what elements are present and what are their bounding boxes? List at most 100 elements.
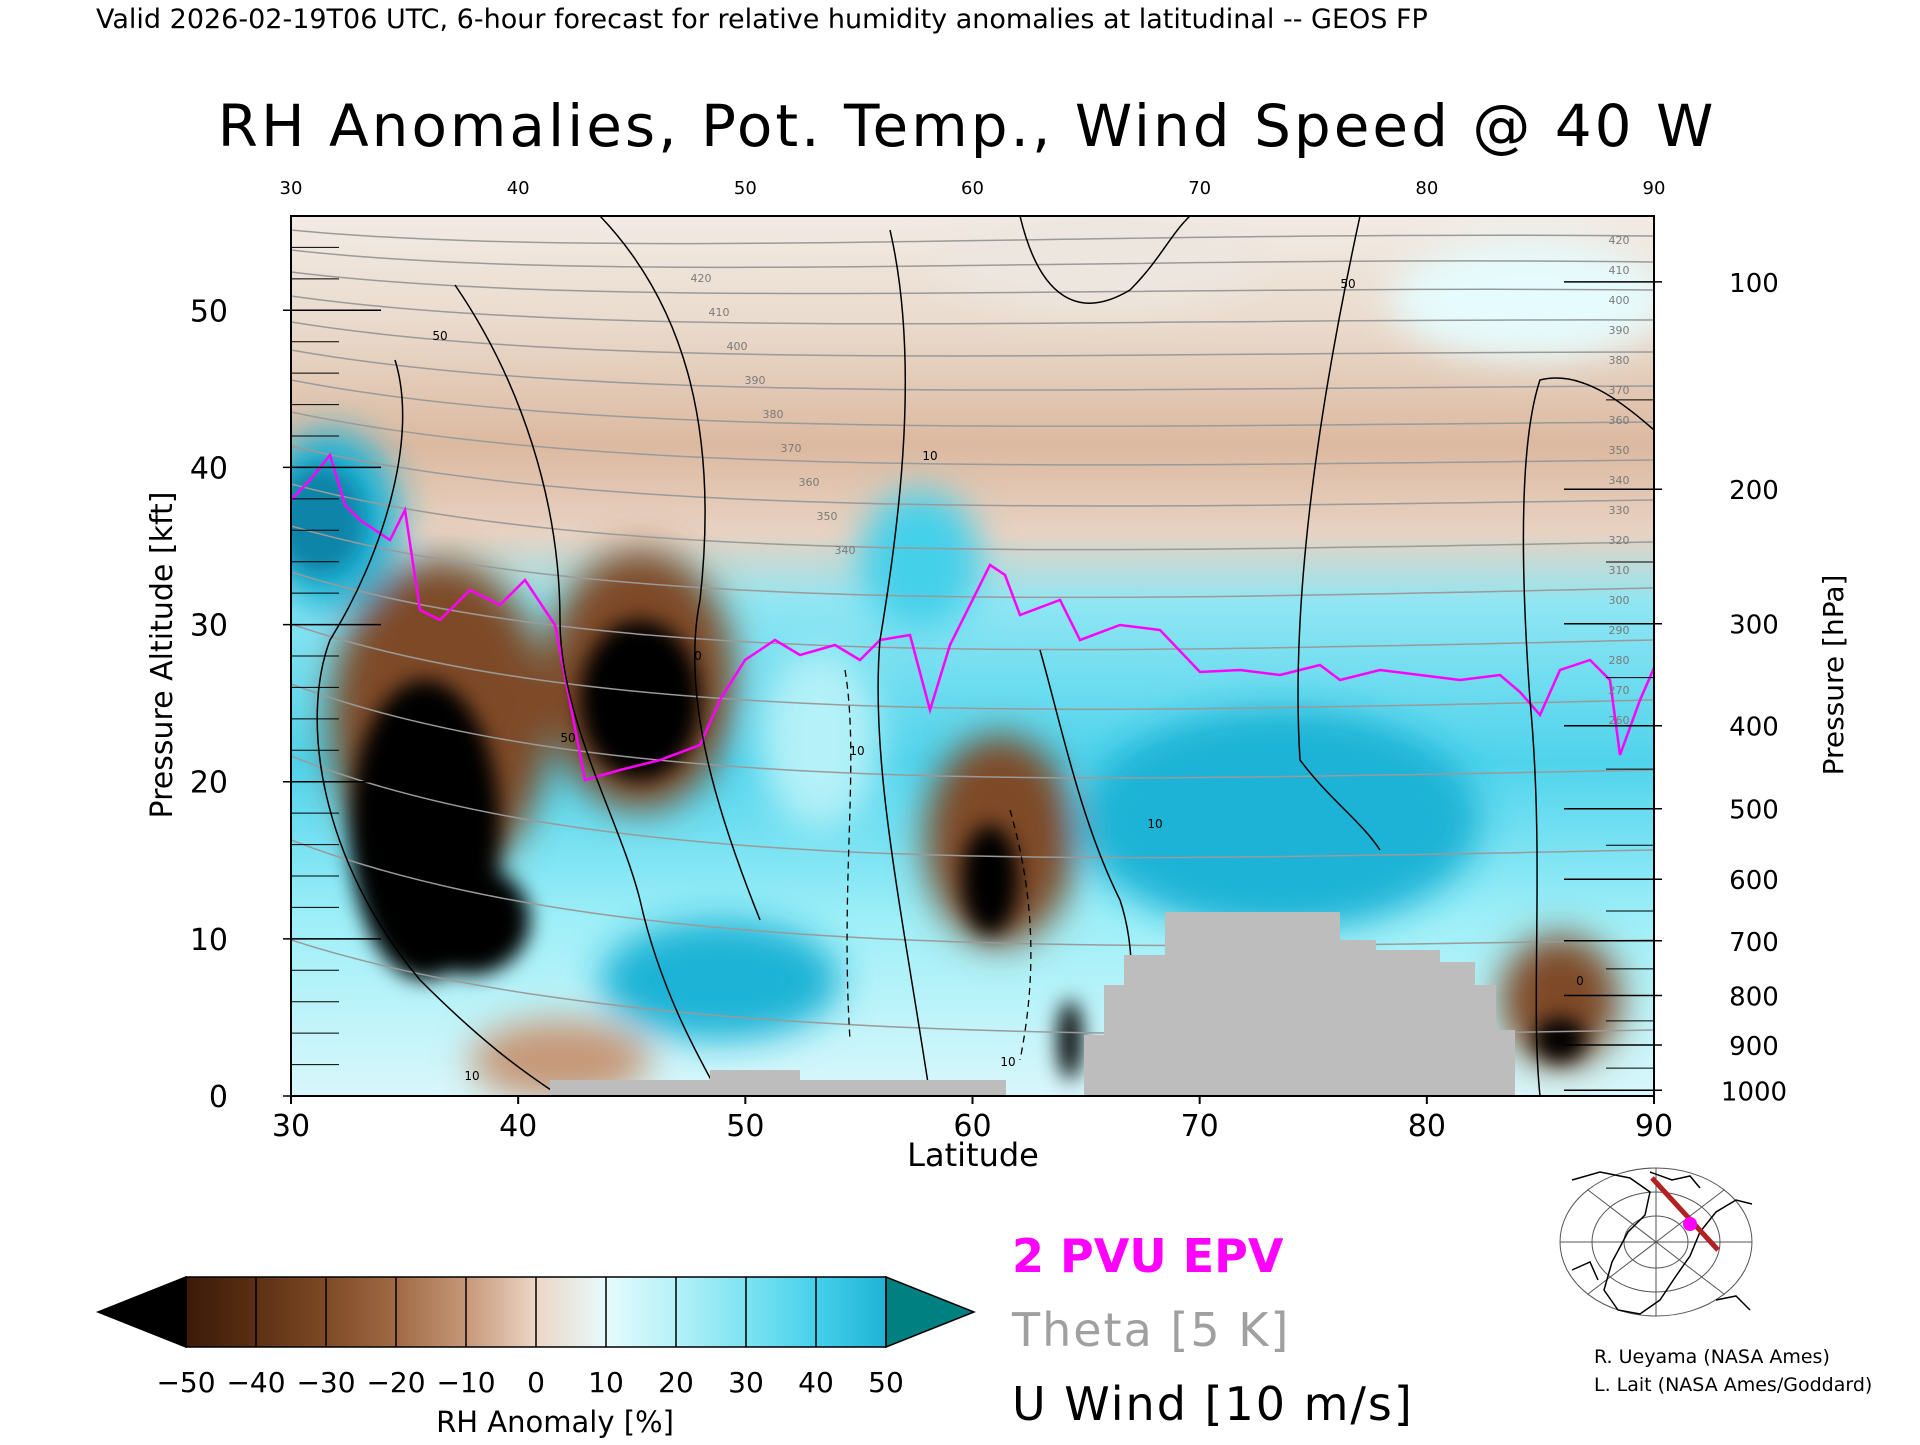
colorbar-segment: [536, 1277, 607, 1347]
credit-ueyama: R. Ueyama (NASA Ames): [1594, 1346, 1830, 1368]
rh-anomaly-blobs: [291, 216, 1654, 1096]
p-tick-label: 200: [1729, 476, 1779, 506]
x-top-tick-label: 50: [734, 178, 757, 199]
colorbar-segment: [256, 1277, 327, 1347]
epv-2pvu-contour: [291, 452, 1654, 782]
y-axis-left: 0 10 20 30 40 50: [190, 246, 381, 1115]
theta-label: 320: [1609, 534, 1630, 547]
y-tick-label: 20: [190, 766, 228, 801]
wind-label: 0: [694, 649, 702, 663]
legend-theta: Theta [5 K]: [1011, 1303, 1290, 1357]
p-tick-label: 900: [1729, 1032, 1779, 1062]
theta-label: 410: [1609, 264, 1630, 277]
colorbar-tick-label: −10: [436, 1366, 495, 1399]
colorbar-segment: [676, 1277, 747, 1347]
colorbar-tick-label: −30: [296, 1366, 355, 1399]
theta-label: 300: [1609, 594, 1630, 607]
p-tick-label: 400: [1729, 713, 1779, 743]
terrain-mask: [550, 912, 1515, 1096]
theta-label: 310: [1609, 564, 1630, 577]
legend-epv: 2 PVU EPV: [1012, 1229, 1284, 1283]
x-tick-label: 60: [953, 1109, 991, 1144]
wind-label: 50: [432, 329, 447, 343]
x-axis-label: Latitude: [907, 1136, 1039, 1174]
p-tick-label: 700: [1729, 928, 1779, 958]
theta-label: 340: [835, 544, 856, 557]
locator-map: [1557, 1166, 1755, 1318]
colorbar-label: RH Anomaly [%]: [436, 1405, 674, 1439]
p-tick-label: 1000: [1721, 1077, 1787, 1107]
negative-wind-contours: [844, 669, 1032, 1061]
colorbar: −50 −40 −30 −20 −10 0 10 20 30 40 50: [95, 1275, 977, 1399]
y-tick-label: 0: [209, 1080, 228, 1115]
colorbar-segment: [466, 1277, 537, 1347]
chart-title: RH Anomalies, Pot. Temp., Wind Speed @ 4…: [218, 92, 1717, 160]
x-top-tick-label: 40: [507, 178, 530, 199]
wind-label: 0: [1576, 974, 1584, 988]
theta-label: 390: [745, 374, 766, 387]
theta-label: 260: [1609, 714, 1630, 727]
theta-label: 380: [763, 408, 784, 421]
wind-label: 10: [849, 744, 864, 758]
wind-label: 50: [1340, 277, 1355, 291]
x-top-tick-label: 70: [1188, 178, 1211, 199]
colorbar-tick-label: 30: [728, 1366, 764, 1399]
colorbar-tick-label: −20: [366, 1366, 425, 1399]
colorbar-segment: [396, 1277, 467, 1347]
theta-label: 360: [1609, 414, 1630, 427]
wind-label: 50: [560, 731, 575, 745]
colorbar-tick-label: 0: [527, 1366, 545, 1399]
theta-label: 390: [1609, 324, 1630, 337]
map-graticule: [1559, 1167, 1753, 1317]
theta-label: 420: [1609, 234, 1630, 247]
colorbar-segment: [816, 1277, 887, 1347]
x-tick-label: 50: [726, 1109, 764, 1144]
theta-label: 360: [799, 476, 820, 489]
y-tick-label: 40: [190, 451, 228, 486]
colorbar-tick-label: 40: [798, 1366, 834, 1399]
theta-label: 380: [1609, 354, 1630, 367]
x-axis-top: 30 40 50 60 70 80 90: [280, 178, 1666, 199]
x-tick-label: 30: [272, 1109, 310, 1144]
y-tick-label: 50: [190, 294, 228, 329]
y2-axis-label: Pressure [hPa]: [1817, 575, 1850, 776]
theta-label: 420: [691, 272, 712, 285]
p-tick-label: 500: [1729, 796, 1779, 826]
theta-label: 290: [1609, 624, 1630, 637]
y-tick-label: 10: [190, 923, 228, 958]
colorbar-tick-label: 20: [658, 1366, 694, 1399]
theta-label: 410: [709, 306, 730, 319]
colorbar-frame: [185, 1276, 887, 1348]
theta-label: 370: [1609, 384, 1630, 397]
x-tick-label: 70: [1181, 1109, 1219, 1144]
x-tick-label: 40: [499, 1109, 537, 1144]
theta-label: 370: [781, 442, 802, 455]
x-top-tick-label: 30: [280, 178, 303, 199]
map-cross-section-track: [1650, 1176, 1720, 1252]
colorbar-tick-label: −40: [226, 1366, 285, 1399]
map-location-point: [1683, 1217, 1697, 1231]
p-tick-label: 800: [1729, 983, 1779, 1013]
y-axis-right-pressure: 100 200 300 400 500 600 700 800 900 1000: [1564, 269, 1787, 1107]
wind-label: 10: [922, 449, 937, 463]
theta-contour-labels: 420 410 400 390 380 370 360 350 340 330 320 310 300 2…: [691, 234, 1630, 727]
x-tick-label: 90: [1635, 1109, 1673, 1144]
wind-label: 10: [1147, 817, 1162, 831]
p-tick-label: 100: [1729, 269, 1779, 299]
wind-label: 10: [1000, 1055, 1015, 1069]
theta-label: 330: [1609, 504, 1630, 517]
legend-wind: U Wind [10 m/s]: [1012, 1377, 1414, 1431]
colorbar-over-arrow: [885, 1275, 977, 1349]
colorbar-tick-label: 10: [588, 1366, 624, 1399]
y-tick-label: 30: [190, 609, 228, 644]
colorbar-segment: [606, 1277, 677, 1347]
theta-label: 400: [1609, 294, 1630, 307]
theta-contours: [291, 229, 1654, 1035]
x-top-tick-label: 80: [1415, 178, 1438, 199]
credit-lait: L. Lait (NASA Ames/Goddard): [1594, 1374, 1872, 1396]
theta-label: 280: [1609, 654, 1630, 667]
map-coastlines: [1571, 1171, 1753, 1315]
colorbar-segment: [186, 1277, 257, 1347]
colorbar-tick-label: 50: [868, 1366, 904, 1399]
